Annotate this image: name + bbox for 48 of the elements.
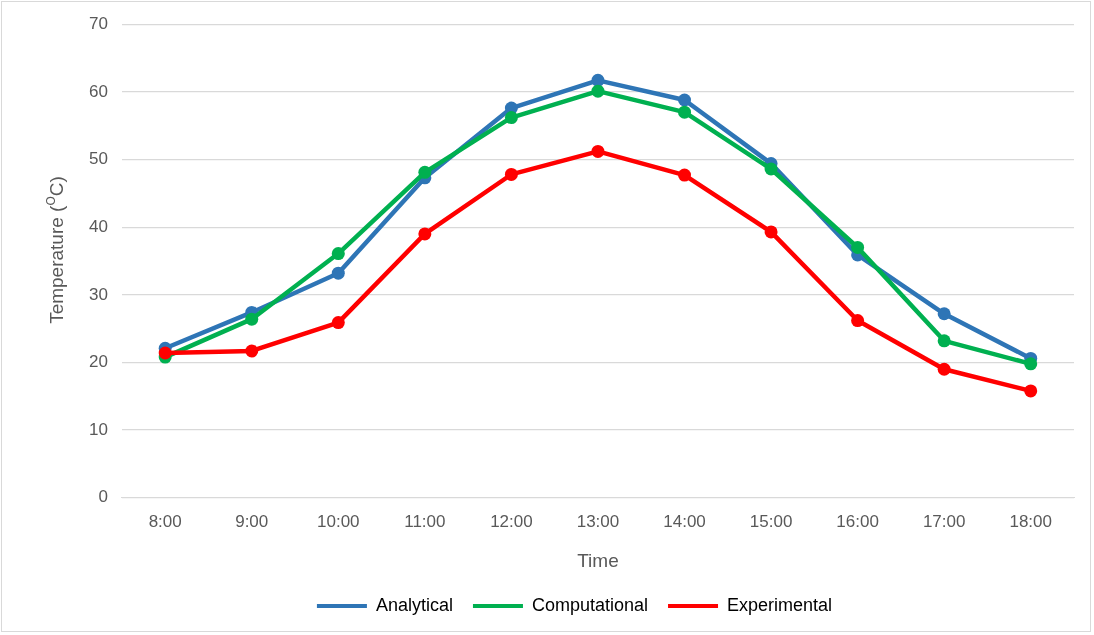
point — [591, 144, 605, 158]
y-tick-label: 20 — [88, 352, 108, 372]
point — [331, 316, 345, 330]
point — [678, 93, 692, 107]
point — [418, 165, 432, 179]
point — [504, 167, 518, 181]
x-axis-title: Time — [577, 549, 619, 571]
point — [851, 314, 865, 328]
point — [245, 312, 259, 326]
y-tick-label: 10 — [88, 419, 108, 439]
x-tick-label: 16:00 — [836, 511, 879, 531]
point — [937, 307, 951, 321]
x-tick-label: 8:00 — [148, 511, 182, 531]
legend-label: Computational — [531, 594, 649, 615]
x-tick-label: 13:00 — [576, 511, 620, 531]
point — [678, 105, 692, 119]
point — [591, 73, 605, 87]
point — [937, 362, 951, 376]
x-tick-label: 15:00 — [749, 511, 793, 531]
x-tick-label: 9:00 — [235, 511, 269, 531]
point — [764, 225, 778, 239]
y-tick-label: 30 — [88, 284, 108, 304]
point — [331, 247, 345, 261]
x-tick-label: 12:00 — [490, 511, 533, 531]
point — [504, 111, 518, 125]
x-tick-label: 18:00 — [1009, 511, 1052, 531]
legend-label: Analytical — [375, 594, 453, 615]
x-tick-label: 11:00 — [404, 511, 446, 531]
y-tick-label: 60 — [88, 81, 108, 101]
point — [1024, 384, 1038, 398]
point — [331, 266, 345, 280]
point — [764, 162, 778, 176]
point — [245, 344, 259, 358]
y-tick-label: 70 — [88, 13, 108, 33]
point — [1024, 357, 1038, 371]
point — [591, 84, 605, 98]
point — [851, 240, 865, 254]
point — [937, 334, 951, 348]
x-tick-label: 10:00 — [317, 511, 360, 531]
x-tick-label: 17:00 — [922, 511, 966, 531]
point — [158, 346, 172, 360]
legend-label: Experimental — [727, 594, 833, 615]
point — [678, 168, 692, 182]
point — [418, 227, 432, 241]
y-tick-label: 50 — [88, 149, 108, 169]
y-tick-label: 40 — [88, 216, 108, 236]
y-tick-label: 0 — [98, 487, 108, 507]
x-tick-label: 14:00 — [663, 511, 706, 531]
